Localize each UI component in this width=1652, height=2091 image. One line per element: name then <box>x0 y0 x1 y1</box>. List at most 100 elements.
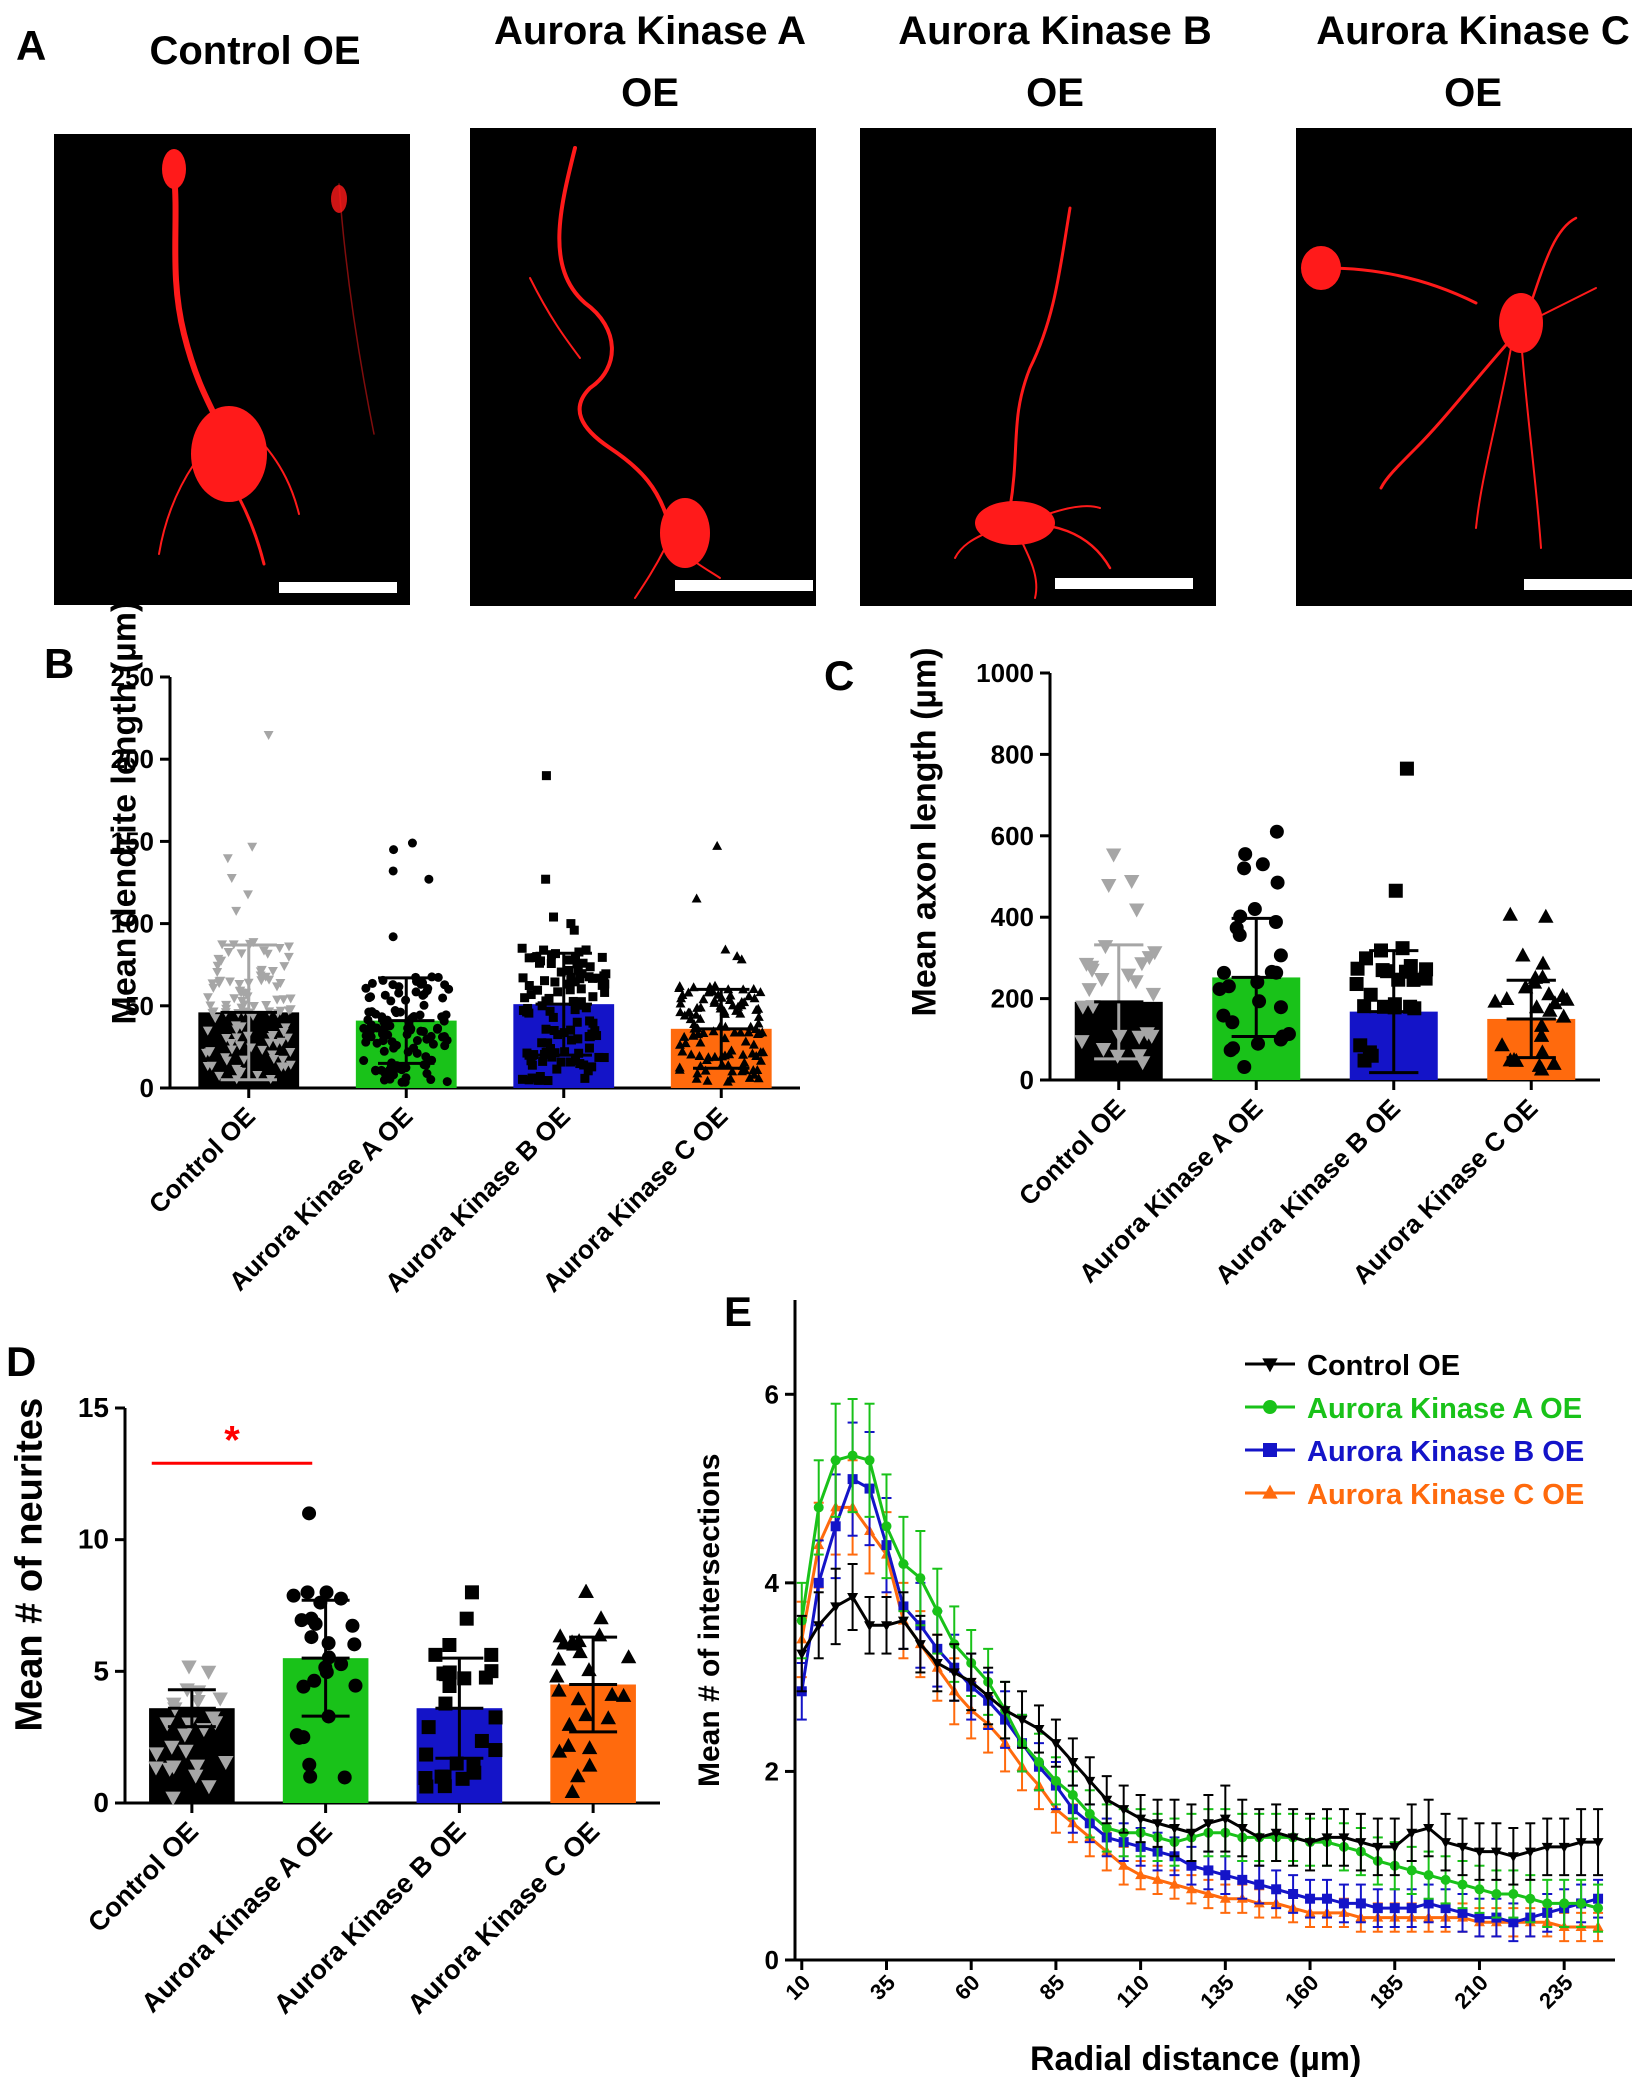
chart-d-data-point <box>464 1585 479 1600</box>
chart-c-data-point <box>1349 977 1364 992</box>
chart-d-data-point <box>190 1694 206 1709</box>
chart-e-data-point <box>864 1455 875 1466</box>
chart-b-data-point <box>395 1007 405 1017</box>
chart-b-data-point <box>261 1000 272 1010</box>
chart-b-data-point <box>364 1007 374 1017</box>
chart-e-data-point <box>1202 1888 1214 1898</box>
chart-e-data-point <box>1372 1842 1384 1853</box>
chart-b-data-point <box>359 1023 369 1033</box>
chart-c-data-point <box>1547 995 1563 1010</box>
chart-d-data-point <box>302 1757 317 1772</box>
chart-e-data-point <box>1304 1838 1316 1849</box>
chart-d-data-point <box>189 1759 206 1774</box>
chart-e-data-point <box>1524 1847 1536 1858</box>
chart-b-data-point <box>226 1038 237 1048</box>
scale-bar <box>1524 579 1632 590</box>
chart-d-data-point <box>551 1743 568 1758</box>
chart-b-data-point <box>518 973 528 983</box>
chart-b-data-point <box>541 771 551 781</box>
chart-c-y-tick-label: 600 <box>991 821 1034 851</box>
chart-b-data-point <box>739 1057 750 1067</box>
chart-b-data-point <box>748 1039 759 1049</box>
chart-b-data-point <box>585 1016 595 1026</box>
chart-c-data-point <box>1395 941 1410 956</box>
chart-b-y-tick-label: 250 <box>111 662 154 692</box>
scale-bar <box>1055 578 1193 589</box>
chart-b-data-point <box>380 1069 390 1079</box>
chart-e-data-point <box>1355 1898 1366 1909</box>
chart-b-data-point <box>272 1039 283 1049</box>
chart-b-data-point <box>698 994 709 1004</box>
chart-c-data-point <box>1101 879 1117 894</box>
chart-b-data-point <box>439 1016 449 1026</box>
chart-c-data-point <box>1362 1045 1377 1060</box>
chart-d-data-point <box>436 1666 451 1681</box>
chart-e-ylabel: Mean # of intersections <box>693 1453 726 1787</box>
chart-e-data-point <box>1169 1878 1181 1889</box>
chart-e-data-point <box>1305 1893 1316 1904</box>
chart-b-data-point <box>215 976 226 986</box>
chart-b-data-point <box>691 893 702 903</box>
chart-b-data-point <box>712 840 723 850</box>
chart-b-data-point <box>590 1026 600 1036</box>
chart-d-data-point <box>212 1692 228 1707</box>
chart-b-data-point <box>743 1027 754 1037</box>
chart-d-data-point <box>302 1506 317 1521</box>
chart-d-data-point <box>572 1644 588 1659</box>
chart-b-data-point <box>428 1039 438 1049</box>
chart-c-data-point <box>1085 1000 1101 1015</box>
chart-b-data-point <box>418 978 428 988</box>
chart-d-significance-label: * <box>224 1418 240 1462</box>
chart-b-data-point <box>433 972 443 982</box>
chart-b-data-point <box>426 1075 436 1085</box>
chart-b-data-point <box>366 1032 376 1042</box>
chart-b-data-point <box>257 1045 268 1055</box>
chart-b-data-point <box>570 1056 580 1066</box>
chart-d-data-point <box>419 1747 434 1762</box>
chart-e-data-point <box>897 1616 909 1627</box>
chart-b-data-point <box>722 1076 733 1086</box>
chart-d-data-point <box>165 1791 181 1806</box>
chart-c-y-tick-label: 0 <box>1020 1065 1034 1095</box>
chart-b-data-point <box>280 1023 291 1033</box>
chart-d-data-point <box>187 1769 204 1784</box>
chart-d-data-point <box>442 1678 457 1693</box>
chart-e-data-point <box>1491 1889 1502 1899</box>
chart-d-data-point <box>488 1710 503 1725</box>
chart-c-data-point <box>1533 1027 1550 1042</box>
chart-d-data-point <box>300 1585 315 1600</box>
chart-b-data-point <box>266 1033 277 1043</box>
chart-c-data-point <box>1528 999 1545 1014</box>
chart-b-data-point <box>680 1038 691 1048</box>
chart-b-data-point <box>234 980 245 990</box>
chart-d-data-point <box>166 1697 182 1712</box>
chart-e-data-point <box>1457 1842 1469 1853</box>
chart-e-x-tick-label: 135 <box>1195 1970 1239 2014</box>
chart-d-data-point <box>570 1691 587 1706</box>
chart-b-data-point <box>756 1055 766 1065</box>
chart-b-data-point <box>212 961 223 971</box>
chart-b-data-point <box>725 990 736 1000</box>
chart-d-data-point <box>593 1610 609 1625</box>
chart-b-data-point <box>566 972 576 982</box>
chart-b-data-point <box>692 1068 703 1078</box>
chart-e-data-point <box>1423 1870 1434 1881</box>
chart-e-data-point <box>1321 1893 1332 1904</box>
chart-b-data-point <box>285 994 296 1004</box>
chart-b-data-point <box>205 1001 216 1011</box>
chart-b-data-point <box>564 965 574 975</box>
chart-c-data-point <box>1559 991 1575 1006</box>
chart-e-data-point <box>1440 1838 1452 1849</box>
image-title-control: Control OE <box>80 20 430 82</box>
chart-e-data-point <box>1338 1833 1350 1844</box>
chart-b-data-point <box>677 1046 688 1056</box>
chart-e-data-point <box>1185 1883 1197 1894</box>
chart-e-data-point <box>1050 1739 1062 1750</box>
chart-c-data-point <box>1081 983 1097 998</box>
chart-b-data-point <box>438 993 448 1003</box>
chart-d-data-point <box>419 1779 434 1794</box>
chart-c-data-point <box>1533 1017 1550 1032</box>
chart-b-data-point <box>549 912 559 922</box>
chart-c-data-point <box>1546 1055 1562 1070</box>
chart-d-data-point <box>582 1757 598 1772</box>
